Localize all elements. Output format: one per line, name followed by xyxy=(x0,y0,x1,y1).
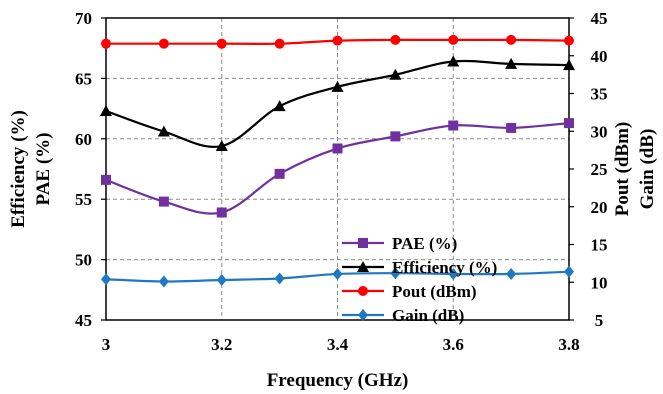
data-point xyxy=(274,168,285,179)
y-left-tick-label: 60 xyxy=(75,130,92,149)
data-point xyxy=(158,196,169,207)
data-point xyxy=(506,34,517,45)
data-point xyxy=(215,140,228,152)
x-tick-label: 3 xyxy=(102,335,111,354)
y-left-tick-label: 50 xyxy=(75,251,92,270)
data-point xyxy=(157,125,170,137)
legend-item: PAE (%) xyxy=(342,234,457,253)
axis-titles: Frequency (GHz)Efficiency (%) PAE (%) Pout… xyxy=(8,110,658,391)
data-point xyxy=(274,38,285,49)
x-tick-label: 3.6 xyxy=(443,335,464,354)
data-point xyxy=(332,267,343,280)
data-point xyxy=(216,38,227,49)
data-point xyxy=(274,272,285,285)
legend-label: Gain (dB) xyxy=(392,306,464,325)
x-tick-label: 3.8 xyxy=(558,335,579,354)
y-right-tick-label: 45 xyxy=(591,9,608,28)
y-right-tick-label: 15 xyxy=(591,236,608,255)
data-point xyxy=(273,100,286,112)
y-right-tick-label: 35 xyxy=(591,85,608,104)
y-right-tick-label: 25 xyxy=(591,160,608,179)
data-point xyxy=(564,118,574,129)
data-point xyxy=(101,273,111,286)
data-point xyxy=(216,207,227,218)
legend: PAE (%) Efficiency (%) Pout (dBm) Gain (dB) xyxy=(342,234,497,325)
legend-item: Pout (dBm) xyxy=(342,282,477,301)
legend-item: Efficiency (%) xyxy=(342,258,497,277)
x-axis-title: Frequency (GHz) xyxy=(267,370,409,391)
data-point xyxy=(331,80,344,92)
y-right-tick-label: 40 xyxy=(591,47,608,66)
data-point xyxy=(564,265,574,278)
y-right-tick-label: 5 xyxy=(595,311,604,330)
data-point xyxy=(100,105,112,117)
series-efficiency xyxy=(100,55,575,152)
y-right-axis-title: Pout (dBm) xyxy=(612,122,633,216)
y-right-tick-label: 20 xyxy=(591,198,608,217)
data-point xyxy=(390,34,401,45)
legend-label: Pout (dBm) xyxy=(392,282,477,301)
data-point xyxy=(447,55,460,67)
data-point xyxy=(101,174,111,185)
data-point xyxy=(448,120,459,131)
data-point xyxy=(448,267,459,280)
y-left-axis-title: Efficiency (%) xyxy=(8,110,29,228)
data-point xyxy=(158,275,169,288)
data-point xyxy=(390,267,401,280)
series-pae xyxy=(101,118,574,218)
series-pout-dbm xyxy=(101,34,574,49)
series-layer xyxy=(100,34,575,288)
data-point xyxy=(448,34,459,45)
data-point xyxy=(506,122,517,133)
y-left-axis-title: PAE (%) xyxy=(33,133,54,206)
data-point xyxy=(101,38,111,49)
series-gain-db xyxy=(101,265,574,288)
legend-swatch-marker xyxy=(358,309,368,321)
data-point xyxy=(563,59,575,71)
data-point xyxy=(332,143,343,154)
data-point xyxy=(505,57,518,69)
data-point xyxy=(389,68,402,80)
legend-item: Gain (dB) xyxy=(342,306,464,325)
legend-label: PAE (%) xyxy=(392,234,457,253)
y-right-tick-label: 10 xyxy=(591,273,608,292)
y-right-tick-label: 30 xyxy=(591,122,608,141)
x-tick-label: 3.2 xyxy=(211,335,232,354)
y-left-tick-label: 45 xyxy=(75,311,92,330)
legend-swatch-marker xyxy=(358,238,368,248)
data-point xyxy=(506,267,517,280)
data-point xyxy=(390,131,401,142)
y-right-axis-title: Gain (dB) xyxy=(637,129,658,210)
legend-swatch-marker xyxy=(358,286,368,296)
legend-swatch-marker xyxy=(357,261,369,272)
y-left-tick-label: 70 xyxy=(75,9,92,28)
data-point xyxy=(332,35,343,46)
data-point xyxy=(216,273,227,286)
x-tick-label: 3.4 xyxy=(327,335,349,354)
y-left-tick-label: 55 xyxy=(75,190,92,209)
legend-label: Efficiency (%) xyxy=(392,258,497,277)
data-point xyxy=(158,38,169,49)
data-point xyxy=(564,35,574,46)
y-left-tick-label: 65 xyxy=(75,69,92,88)
axis-ticks: 3 3.2 3.4 3.6 3.8 45 50 55 60 65 70 5 10 15 20 25 30 35 40… xyxy=(75,9,608,354)
